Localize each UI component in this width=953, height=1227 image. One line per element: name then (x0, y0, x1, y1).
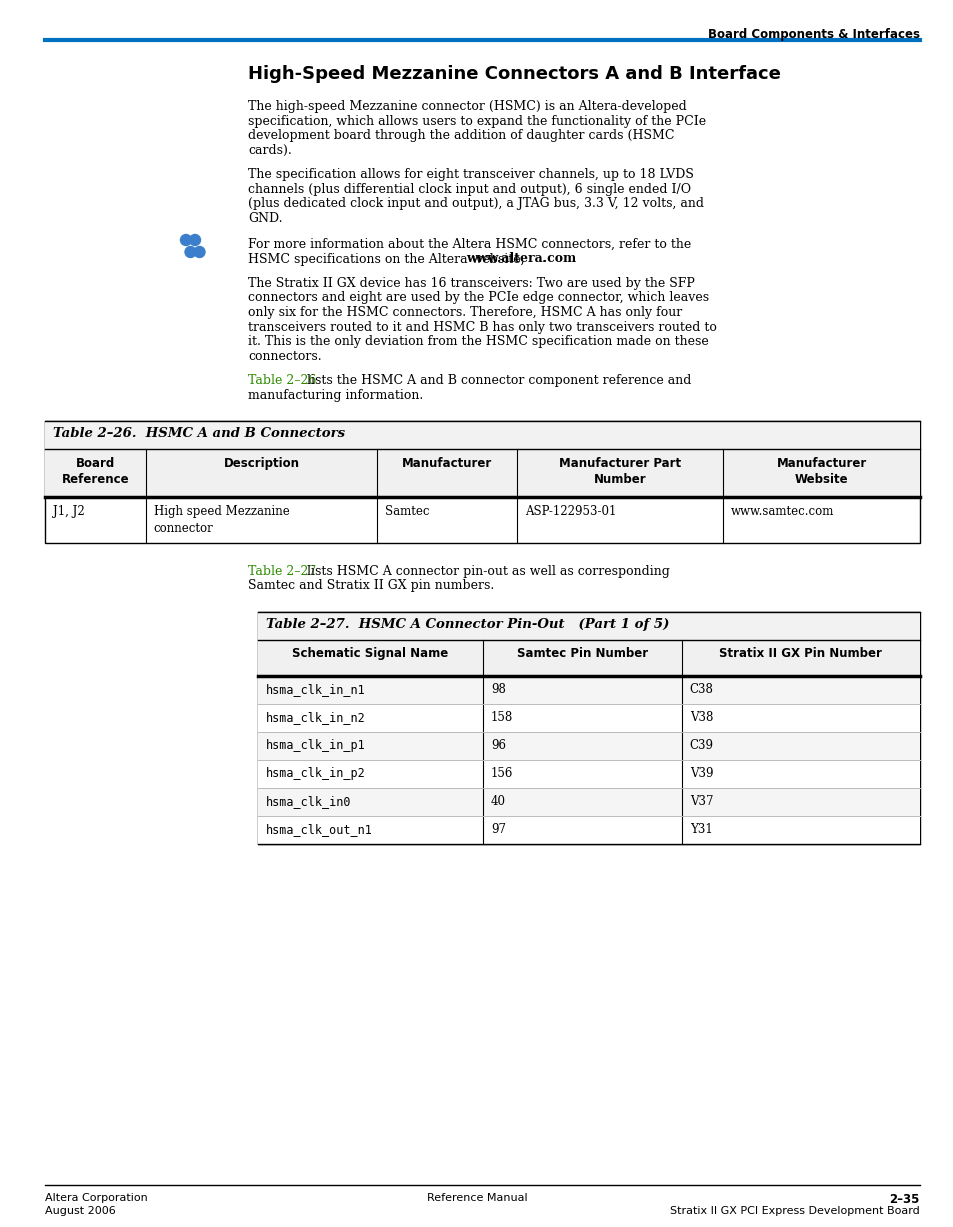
Circle shape (185, 247, 195, 258)
Bar (257, 788, 919, 816)
Text: hsma_clk_in_p1: hsma_clk_in_p1 (266, 739, 365, 752)
Text: Samtec: Samtec (385, 506, 430, 518)
Text: Board Components & Interfaces: Board Components & Interfaces (707, 28, 919, 40)
Text: High-Speed Mezzanine Connectors A and B Interface: High-Speed Mezzanine Connectors A and B … (248, 65, 781, 83)
Text: Table 2–26: Table 2–26 (248, 374, 316, 387)
Text: Reference Manual: Reference Manual (426, 1193, 527, 1202)
Text: .: . (541, 253, 545, 265)
Text: specification, which allows users to expand the functionality of the PCIe: specification, which allows users to exp… (248, 114, 705, 128)
Bar (257, 733, 919, 760)
Text: C38: C38 (689, 683, 713, 696)
Text: The Stratix II GX device has 16 transceivers: Two are used by the SFP: The Stratix II GX device has 16 transcei… (248, 277, 694, 290)
Text: lists the HSMC A and B connector component reference and: lists the HSMC A and B connector compone… (303, 374, 691, 387)
Text: Samtec Pin Number: Samtec Pin Number (517, 647, 647, 660)
Text: hsma_clk_in_p2: hsma_clk_in_p2 (266, 767, 365, 780)
Text: 97: 97 (491, 823, 505, 836)
Text: High speed Mezzanine
connector: High speed Mezzanine connector (153, 506, 289, 535)
Text: it. This is the only deviation from the HSMC specification made on these: it. This is the only deviation from the … (248, 335, 708, 348)
Text: V39: V39 (689, 767, 713, 780)
Text: 98: 98 (491, 683, 505, 696)
Text: hsma_clk_in0: hsma_clk_in0 (266, 795, 351, 809)
Text: The high-speed Mezzanine connector (HSMC) is an Altera-developed: The high-speed Mezzanine connector (HSMC… (248, 99, 686, 113)
Text: development board through the addition of daughter cards (HSMC: development board through the addition o… (248, 129, 674, 142)
Text: GND.: GND. (248, 211, 282, 225)
Bar (257, 612, 919, 640)
Text: Table 2–27: Table 2–27 (248, 564, 315, 578)
Text: Table 2–27.  HSMC A Connector Pin-Out   (Part 1 of 5): Table 2–27. HSMC A Connector Pin-Out (Pa… (266, 618, 669, 631)
Text: channels (plus differential clock input and output), 6 single ended I/O: channels (plus differential clock input … (248, 183, 690, 195)
Text: 96: 96 (491, 739, 505, 752)
Text: Table 2–26.  HSMC A and B Connectors: Table 2–26. HSMC A and B Connectors (53, 427, 345, 440)
Text: manufacturing information.: manufacturing information. (248, 389, 423, 401)
Text: cards).: cards). (248, 144, 292, 157)
Bar (45, 421, 919, 544)
Text: The specification allows for eight transceiver channels, up to 18 LVDS: The specification allows for eight trans… (248, 168, 693, 182)
Text: (plus dedicated clock input and output), a JTAG bus, 3.3 V, 12 volts, and: (plus dedicated clock input and output),… (248, 198, 703, 210)
Text: www.altera.com: www.altera.com (465, 253, 576, 265)
Text: For more information about the Altera HSMC connectors, refer to the: For more information about the Altera HS… (248, 238, 691, 252)
Bar (257, 676, 919, 704)
Circle shape (190, 234, 200, 245)
Bar (45, 421, 919, 449)
Text: 156: 156 (491, 767, 513, 780)
Text: Altera Corporation: Altera Corporation (45, 1193, 148, 1202)
Text: Schematic Signal Name: Schematic Signal Name (293, 647, 448, 660)
Text: Y31: Y31 (689, 823, 712, 836)
Text: www.samtec.com: www.samtec.com (730, 506, 834, 518)
Bar (257, 704, 919, 733)
Text: Stratix II GX PCI Express Development Board: Stratix II GX PCI Express Development Bo… (670, 1206, 919, 1216)
Text: Stratix II GX Pin Number: Stratix II GX Pin Number (719, 647, 882, 660)
Text: HSMC specifications on the Altera website,: HSMC specifications on the Altera websit… (248, 253, 528, 265)
Text: hsma_clk_in_n1: hsma_clk_in_n1 (266, 683, 365, 696)
Text: transceivers routed to it and HSMC B has only two transceivers routed to: transceivers routed to it and HSMC B has… (248, 320, 716, 334)
Text: C39: C39 (689, 739, 713, 752)
Circle shape (180, 234, 192, 245)
Text: Manufacturer: Manufacturer (402, 456, 492, 470)
Text: lists HSMC A connector pin-out as well as corresponding: lists HSMC A connector pin-out as well a… (303, 564, 669, 578)
Text: Board
Reference: Board Reference (61, 456, 129, 486)
Text: August 2006: August 2006 (45, 1206, 115, 1216)
Text: only six for the HSMC connectors. Therefore, HSMC A has only four: only six for the HSMC connectors. Theref… (248, 306, 681, 319)
Text: ASP-122953-01: ASP-122953-01 (525, 506, 617, 518)
Text: connectors.: connectors. (248, 350, 321, 362)
Bar (257, 612, 919, 844)
Bar (45, 449, 919, 497)
Bar (257, 816, 919, 844)
Text: hsma_clk_in_n2: hsma_clk_in_n2 (266, 710, 365, 724)
Bar (257, 640, 919, 676)
Bar (257, 760, 919, 788)
Text: Manufacturer
Website: Manufacturer Website (776, 456, 865, 486)
Text: J1, J2: J1, J2 (53, 506, 85, 518)
Text: connectors and eight are used by the PCIe edge connector, which leaves: connectors and eight are used by the PCI… (248, 292, 708, 304)
Text: Manufacturer Part
Number: Manufacturer Part Number (558, 456, 680, 486)
Text: Description: Description (223, 456, 299, 470)
Text: hsma_clk_out_n1: hsma_clk_out_n1 (266, 823, 373, 836)
Text: V37: V37 (689, 795, 713, 809)
Text: Samtec and Stratix II GX pin numbers.: Samtec and Stratix II GX pin numbers. (248, 579, 494, 593)
Circle shape (193, 247, 205, 258)
Text: 2–35: 2–35 (889, 1193, 919, 1206)
Text: 158: 158 (491, 710, 513, 724)
Text: V38: V38 (689, 710, 712, 724)
Text: 40: 40 (491, 795, 505, 809)
